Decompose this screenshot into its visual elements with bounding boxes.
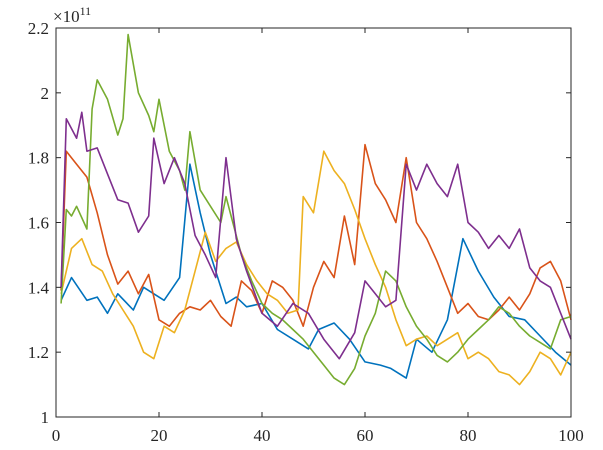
x-tick-label: 60	[357, 426, 374, 445]
y-scale-exponent: 11	[80, 4, 92, 18]
plot-frame	[55, 27, 572, 418]
series-line-2	[60, 143, 572, 328]
x-tick-label: 20	[151, 426, 168, 445]
y-tick-label: 1.2	[28, 343, 49, 362]
y-tick-label: 1.4	[28, 278, 50, 297]
y-scale-multiplier: ×10	[53, 7, 80, 26]
series-layer	[60, 33, 572, 386]
series-line-1	[60, 163, 572, 379]
y-tick-label: 1	[41, 408, 50, 427]
series-line-4	[60, 33, 572, 386]
tick-layer: 0 20 40 60 80 100 1 1.2 1.4 1.6 1.8 2 2.2	[28, 19, 584, 445]
x-tick-label: 0	[52, 426, 61, 445]
x-tick-label: 40	[254, 426, 271, 445]
y-tick-label: 2	[41, 84, 50, 103]
y-scale-exponent-label: ×1011	[53, 4, 91, 26]
x-tick-label: 80	[460, 426, 477, 445]
y-tick-label: 1.8	[28, 149, 49, 168]
x-tick-label: 100	[558, 426, 584, 445]
series-line-3	[60, 150, 572, 386]
series-line-5	[60, 111, 572, 360]
y-tick-label: 2.2	[28, 19, 49, 38]
y-tick-label: 1.6	[28, 214, 49, 233]
